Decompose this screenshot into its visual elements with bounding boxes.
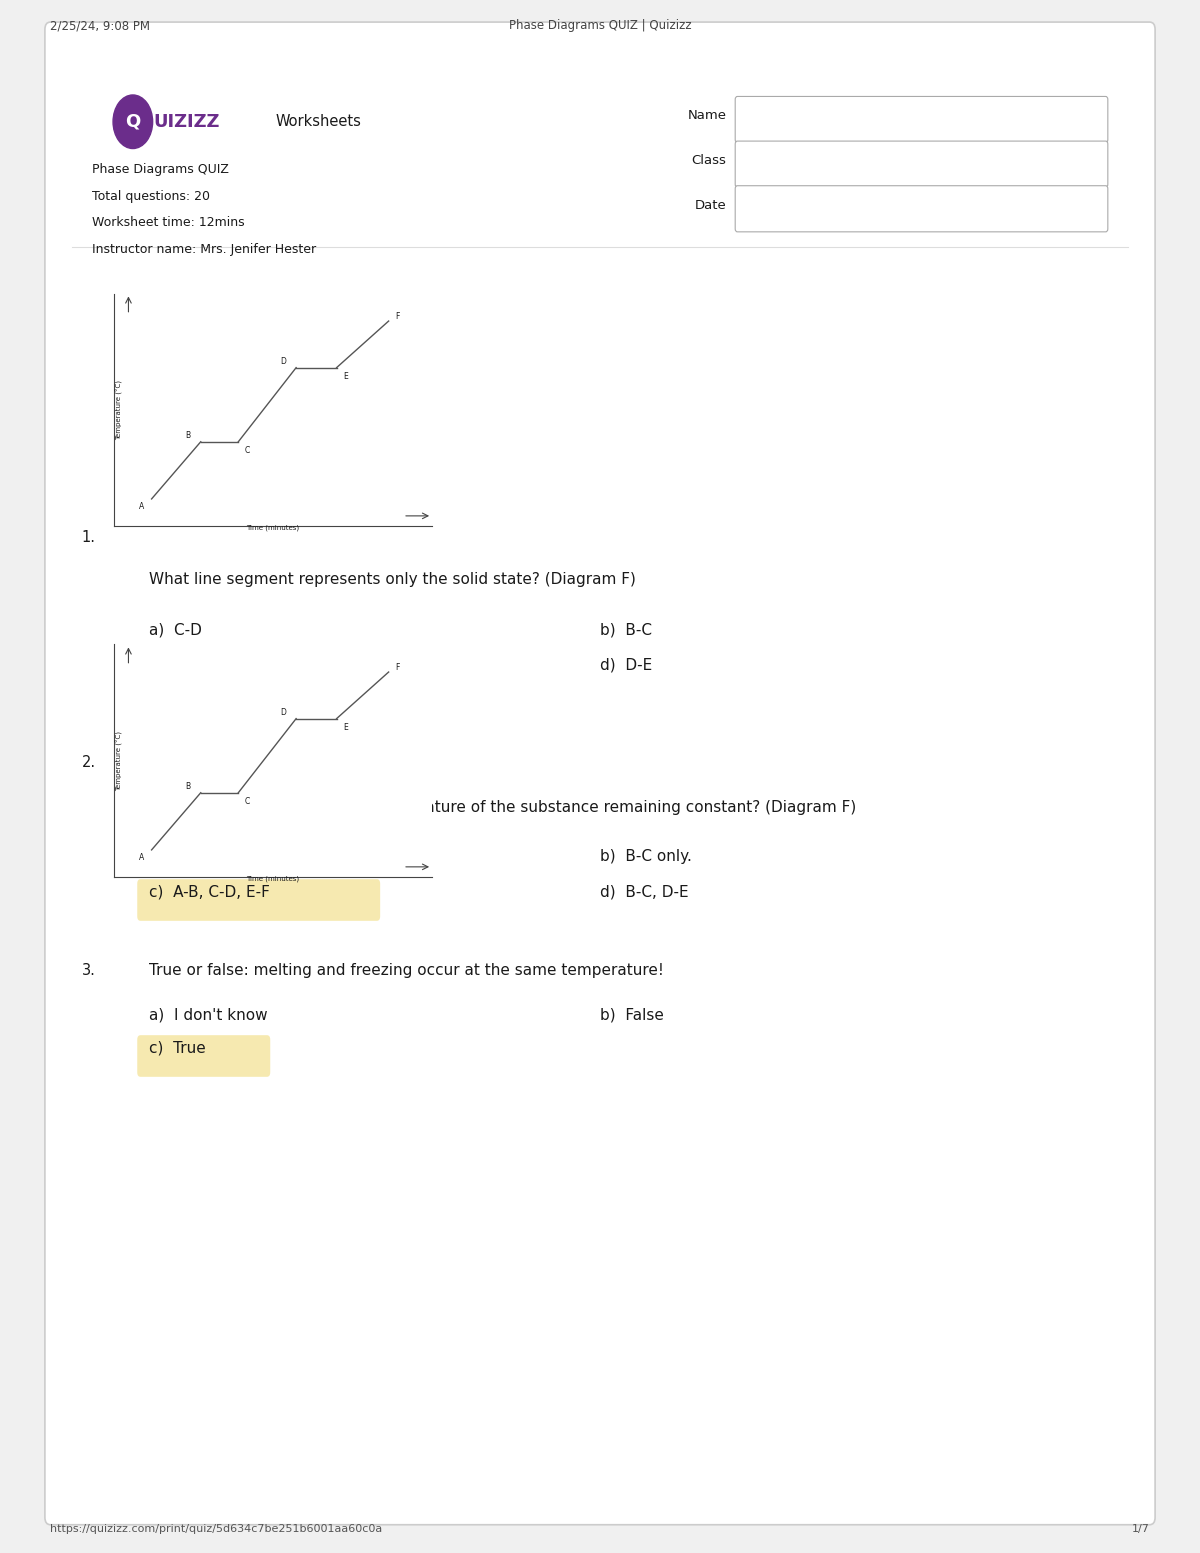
Text: E: E [343, 371, 348, 380]
Text: True or false: melting and freezing occur at the same temperature!: True or false: melting and freezing occu… [149, 963, 665, 978]
Text: D: D [280, 708, 286, 717]
Text: UIZIZZ: UIZIZZ [154, 113, 220, 130]
FancyBboxPatch shape [137, 879, 380, 921]
Text: D: D [280, 357, 286, 367]
Text: 1/7: 1/7 [1132, 1525, 1150, 1534]
Text: 2/25/24, 9:08 PM: 2/25/24, 9:08 PM [50, 19, 150, 33]
Text: https://quizizz.com/print/quiz/5d634c7be251b6001aa60c0a: https://quizizz.com/print/quiz/5d634c7be… [50, 1525, 383, 1534]
Text: a)  C-D: a) C-D [149, 623, 203, 637]
Circle shape [113, 95, 152, 149]
Text: C: C [245, 446, 250, 455]
Text: Between which points is the temperature of the substance remaining constant? (Di: Between which points is the temperature … [149, 800, 857, 815]
Text: Worksheet time: 12mins: Worksheet time: 12mins [92, 216, 245, 230]
Text: Phase Diagrams QUIZ | Quizizz: Phase Diagrams QUIZ | Quizizz [509, 19, 691, 33]
Text: 1.: 1. [82, 530, 96, 545]
Text: 3.: 3. [82, 963, 96, 978]
Text: Temperature (°C): Temperature (°C) [116, 731, 124, 790]
FancyBboxPatch shape [736, 186, 1108, 231]
Text: F: F [395, 663, 400, 672]
FancyBboxPatch shape [736, 96, 1108, 143]
Text: B: B [185, 781, 191, 790]
Text: Q: Q [125, 113, 140, 130]
Text: a)  I don't know: a) I don't know [149, 1008, 268, 1022]
Text: Class: Class [691, 154, 726, 166]
FancyBboxPatch shape [44, 22, 1156, 1525]
Text: Name: Name [688, 109, 726, 123]
Text: d)  B-C, D-E: d) B-C, D-E [600, 885, 689, 899]
Text: c)  A-B, C-D, E-F: c) A-B, C-D, E-F [149, 885, 270, 899]
Text: b)  B-C: b) B-C [600, 623, 652, 637]
Text: A: A [139, 853, 144, 862]
Text: c)  A-B: c) A-B [149, 657, 199, 672]
Text: E: E [343, 722, 348, 731]
Text: c)  True: c) True [149, 1041, 206, 1056]
Text: Instructor name: Mrs. Jenifer Hester: Instructor name: Mrs. Jenifer Hester [92, 244, 317, 256]
FancyBboxPatch shape [137, 652, 314, 694]
Text: Time (minutes): Time (minutes) [246, 525, 300, 531]
Text: What line segment represents only the solid state? (Diagram F): What line segment represents only the so… [149, 572, 636, 587]
Text: 2.: 2. [82, 755, 96, 770]
Text: F: F [395, 312, 400, 321]
FancyBboxPatch shape [137, 1036, 270, 1076]
Text: a)  A-B only.: a) A-B only. [149, 849, 240, 865]
Text: B: B [185, 430, 191, 439]
Text: A: A [139, 502, 144, 511]
Text: Temperature (°C): Temperature (°C) [116, 380, 124, 439]
Text: Worksheets: Worksheets [276, 115, 361, 129]
FancyBboxPatch shape [736, 141, 1108, 188]
Text: Phase Diagrams QUIZ: Phase Diagrams QUIZ [92, 163, 229, 175]
Text: b)  False: b) False [600, 1008, 664, 1022]
Text: C: C [245, 797, 250, 806]
Text: d)  D-E: d) D-E [600, 657, 653, 672]
Text: Date: Date [695, 199, 726, 211]
Text: b)  B-C only.: b) B-C only. [600, 849, 692, 865]
Text: Time (minutes): Time (minutes) [246, 876, 300, 882]
Text: Total questions: 20: Total questions: 20 [92, 189, 210, 202]
